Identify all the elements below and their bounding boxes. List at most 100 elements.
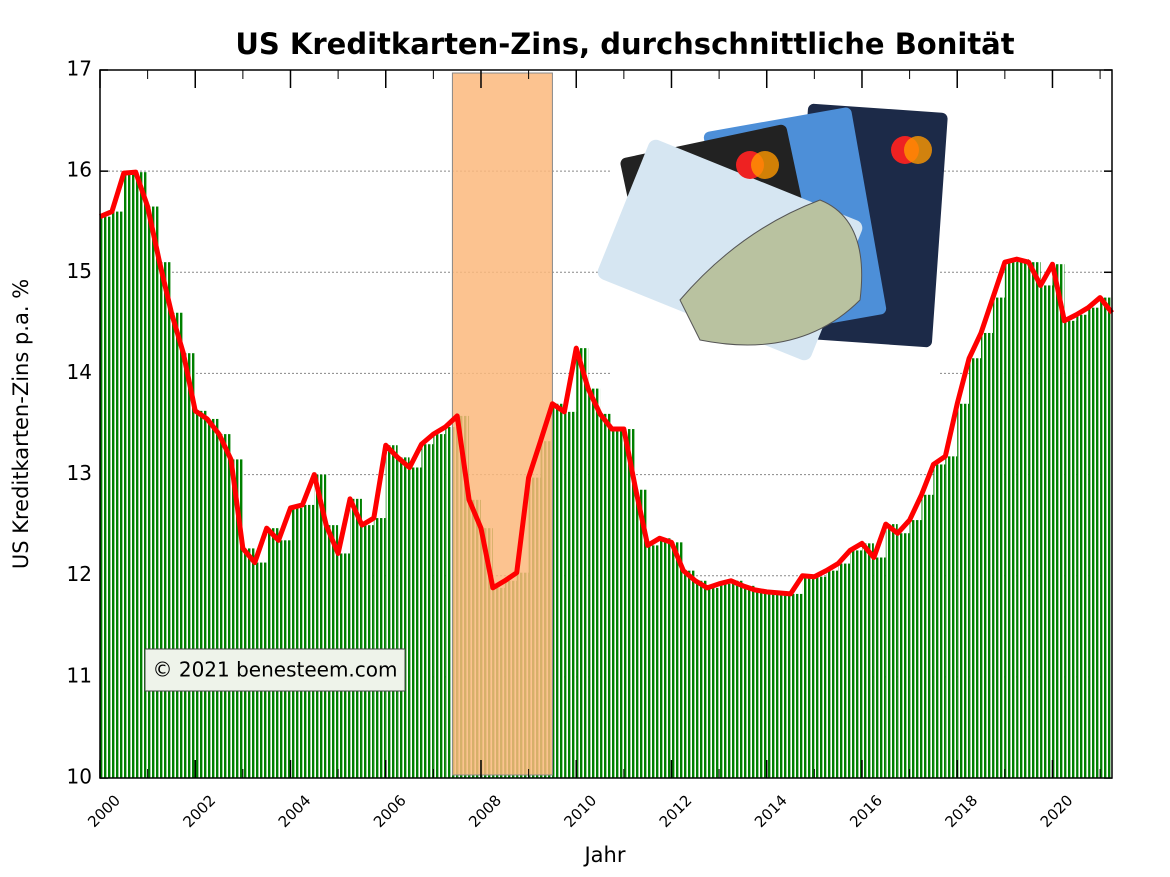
y-axis-label: US Kreditkarten-Zins p.a. % — [9, 279, 33, 569]
bar — [147, 206, 160, 779]
bar — [707, 587, 720, 778]
annotation: © 2021 benesteem.com — [152, 658, 397, 682]
x-axis-label: Jahr — [582, 843, 625, 867]
bar — [1100, 297, 1112, 778]
bar — [719, 583, 732, 778]
y-tick-label: 14 — [67, 360, 92, 384]
bar — [981, 332, 993, 778]
bar — [445, 427, 458, 778]
bar — [421, 444, 434, 778]
bar — [1088, 307, 1101, 778]
y-tick-label: 11 — [67, 663, 92, 687]
bar — [397, 457, 410, 778]
bar — [1040, 285, 1053, 778]
bar — [766, 591, 779, 778]
x-tick-label: 2010 — [561, 791, 601, 831]
line — [99, 169, 1114, 597]
bar — [1016, 259, 1029, 778]
bar — [635, 489, 648, 778]
bar — [135, 172, 148, 778]
recession-shade — [451, 72, 553, 776]
bar — [695, 580, 708, 778]
bar — [183, 353, 196, 778]
bar — [314, 474, 327, 778]
bar — [945, 456, 958, 778]
y-tick-label: 16 — [67, 158, 92, 182]
bar — [409, 467, 422, 778]
x-tick-label: 2014 — [751, 791, 791, 831]
y-tick-label: 15 — [67, 259, 92, 283]
x-tick-label: 2004 — [275, 791, 315, 831]
bar — [909, 520, 922, 778]
bar — [742, 585, 755, 778]
bar — [802, 575, 815, 778]
bar — [790, 593, 803, 778]
bar — [600, 413, 612, 778]
bar — [671, 542, 684, 778]
bar — [1052, 264, 1065, 778]
bar — [1028, 262, 1041, 779]
bar — [969, 358, 982, 778]
bar — [123, 173, 136, 778]
bar — [897, 533, 910, 778]
bar — [647, 545, 660, 778]
bar — [861, 543, 874, 778]
x-tick-label: 2016 — [846, 791, 886, 831]
bar — [885, 524, 898, 778]
bar — [433, 434, 446, 778]
bar — [159, 262, 172, 779]
x-tick-label: 2000 — [84, 791, 124, 831]
bar — [195, 410, 208, 778]
bar — [1076, 314, 1089, 778]
x-tick-label: 2018 — [942, 791, 982, 831]
y-tick-label: 17 — [67, 57, 92, 81]
bar — [826, 570, 839, 778]
y-tick-label: 13 — [67, 461, 92, 485]
bar — [850, 550, 862, 778]
bar — [1004, 262, 1017, 779]
bar — [778, 592, 791, 778]
bar — [171, 312, 184, 778]
bar — [373, 518, 386, 778]
bar — [564, 411, 577, 778]
bar — [290, 507, 303, 778]
annotation-box — [144, 648, 406, 692]
credit-card-image — [597, 100, 948, 385]
bar — [207, 418, 220, 778]
bar — [1064, 320, 1077, 778]
bar — [611, 429, 624, 778]
bar — [219, 434, 231, 778]
bar — [623, 429, 636, 778]
bar — [957, 403, 970, 778]
bar — [992, 297, 1005, 778]
bar — [552, 403, 565, 778]
bar — [838, 563, 851, 778]
x-tick-label: 2012 — [656, 791, 696, 831]
x-tick-label: 2008 — [465, 791, 505, 831]
bar — [814, 576, 827, 778]
chart-title: US Kreditkarten-Zins, durchschnittliche … — [235, 27, 1014, 61]
bar — [350, 498, 362, 778]
bar — [683, 570, 696, 778]
y-tick-label: 10 — [67, 765, 92, 789]
bar — [588, 388, 601, 778]
bar — [111, 211, 124, 779]
bar — [873, 557, 886, 778]
bar — [302, 504, 315, 778]
bar — [921, 494, 934, 778]
bar — [731, 580, 743, 778]
x-tick-label: 2020 — [1037, 791, 1077, 831]
bar — [230, 459, 243, 778]
bar — [754, 589, 767, 778]
bar — [659, 538, 672, 778]
y-tick-label: 12 — [67, 562, 92, 586]
bar — [385, 445, 398, 778]
bar — [100, 216, 112, 778]
bar — [576, 348, 589, 778]
bar — [933, 464, 946, 778]
x-tick-label: 2002 — [180, 791, 220, 831]
x-tick-label: 2006 — [370, 791, 410, 831]
plot-frame — [99, 69, 1113, 779]
